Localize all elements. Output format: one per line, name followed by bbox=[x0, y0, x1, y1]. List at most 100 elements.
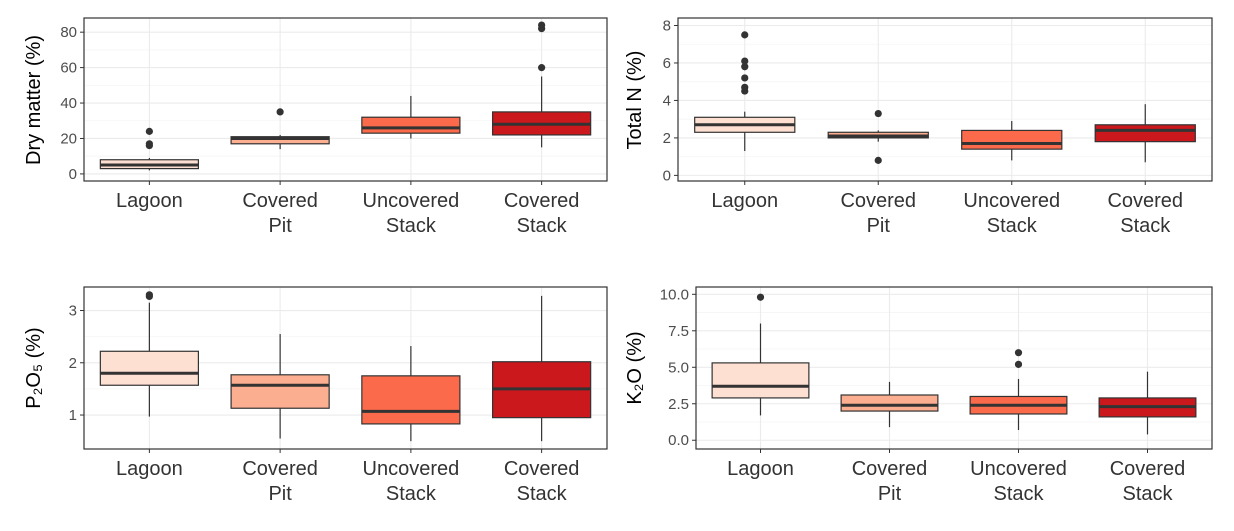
p2o5-category-line: Stack bbox=[517, 483, 568, 505]
k2o-category-label: Lagoon bbox=[727, 458, 794, 480]
p2o5-category-label: Covered Stack bbox=[504, 458, 580, 505]
k2o-category-line: Stack bbox=[993, 483, 1044, 505]
dry-matter-y-axis-title: Dry matter (%) bbox=[23, 35, 45, 165]
dry-matter-category-line: Uncovered bbox=[363, 190, 460, 212]
total-n-category-line: Uncovered bbox=[963, 190, 1060, 212]
total-n-category-label: Uncovered Stack bbox=[963, 190, 1060, 237]
total-n-category-line: Covered bbox=[1107, 190, 1183, 212]
total-n-category-line: Lagoon bbox=[711, 190, 778, 212]
dry-matter-ytick-label: 0 bbox=[69, 166, 77, 183]
k2o-outlier-point bbox=[1014, 349, 1023, 357]
total-n-outlier-point bbox=[741, 57, 749, 65]
p2o5-category-line: Uncovered bbox=[363, 458, 460, 480]
dry-matter-category-line: Lagoon bbox=[116, 190, 183, 212]
dry-matter-panel-border bbox=[83, 17, 608, 182]
dry-matter-box-2 bbox=[230, 108, 330, 150]
p2o5-category-line: Stack bbox=[386, 483, 437, 505]
p2o5-box-2 bbox=[230, 334, 330, 439]
total-n-outlier-point bbox=[874, 156, 882, 164]
total-n-ytick-label: 0 bbox=[663, 167, 671, 184]
total-n-category-line: Stack bbox=[987, 215, 1038, 237]
dry-matter-box-body bbox=[230, 136, 330, 145]
p2o5-category-line: Covered bbox=[242, 458, 318, 480]
p2o5-category-line: Lagoon bbox=[116, 458, 183, 480]
total-n-category-label: Covered Stack bbox=[1107, 190, 1183, 237]
p2o5-category-label: Covered Pit bbox=[242, 458, 318, 505]
total-n-ytick-label: 4 bbox=[663, 92, 671, 109]
k2o-category-line: Uncovered bbox=[970, 458, 1067, 480]
dry-matter-ytick-label: 60 bbox=[60, 60, 77, 77]
total-n-category-line: Stack bbox=[1120, 215, 1171, 237]
k2o-ytick-label: 0.0 bbox=[668, 432, 689, 449]
k2o-y-axis-title: K₂O (%) bbox=[624, 331, 646, 404]
total-n-box-1 bbox=[694, 31, 796, 152]
k2o-panel-border bbox=[695, 286, 1213, 450]
total-n-box-body bbox=[961, 129, 1063, 150]
p2o5-box-body bbox=[99, 350, 200, 386]
k2o-category-label: Uncovered Stack bbox=[970, 458, 1067, 505]
total-n-outlier-point bbox=[741, 63, 749, 71]
dry-matter-panel-bg bbox=[84, 18, 607, 181]
total-n-ytick-label: 8 bbox=[663, 17, 671, 34]
dry-matter-ytick-label: 40 bbox=[60, 95, 77, 112]
total-n-category-line: Covered bbox=[840, 190, 916, 212]
total-n-panel-border bbox=[677, 17, 1213, 182]
total-n-panel-bg bbox=[678, 18, 1212, 181]
k2o-category-line: Stack bbox=[1122, 483, 1173, 505]
total-n-ytick-label: 6 bbox=[663, 55, 671, 72]
k2o-outlier-point bbox=[756, 293, 765, 301]
p2o5-category-line: Covered bbox=[504, 458, 580, 480]
dry-matter-box-4 bbox=[491, 21, 592, 148]
k2o-category-label: Covered Pit bbox=[852, 458, 928, 505]
dry-matter-category-line: Stack bbox=[386, 215, 437, 237]
k2o-ytick-label: 7.5 bbox=[668, 323, 689, 340]
k2o-box-body bbox=[711, 362, 810, 399]
p2o5-box-4 bbox=[491, 295, 592, 442]
k2o-ytick-label: 2.5 bbox=[668, 396, 689, 413]
total-n-category-label: Lagoon bbox=[711, 190, 778, 212]
total-n-outlier-point bbox=[741, 31, 749, 39]
dry-matter-category-label: Covered Pit bbox=[242, 190, 318, 237]
dry-matter-outlier-point bbox=[145, 127, 153, 135]
k2o-panel: 0.0 2.5 5.0 7.5 10.0 Lagoon Covered Pit Uncovere… bbox=[624, 286, 1213, 505]
dry-matter-category-line: Stack bbox=[517, 215, 568, 237]
k2o-ytick-label: 10.0 bbox=[660, 286, 689, 303]
total-n-outlier-point bbox=[874, 109, 882, 118]
k2o-category-line: Lagoon bbox=[727, 458, 794, 480]
total-n-y-axis-title: Total N (%) bbox=[624, 51, 646, 150]
dry-matter-category-line: Covered bbox=[504, 190, 580, 212]
p2o5-y-axis-title: P₂O₅ (%) bbox=[23, 327, 45, 408]
total-n-outlier-point bbox=[741, 74, 749, 82]
p2o5-category-label: Uncovered Stack bbox=[363, 458, 460, 505]
total-n-outlier-point bbox=[741, 83, 749, 91]
p2o5-panel-border bbox=[83, 286, 608, 450]
dry-matter-box-1 bbox=[99, 127, 200, 171]
total-n-box-3 bbox=[961, 121, 1063, 161]
k2o-box-4 bbox=[1098, 371, 1197, 435]
total-n-box-4 bbox=[1094, 104, 1196, 163]
dry-matter-category-line: Pit bbox=[268, 215, 292, 237]
total-n-box-2 bbox=[827, 109, 929, 164]
p2o5-category-label: Lagoon bbox=[116, 458, 183, 480]
dry-matter-outlier-point bbox=[538, 64, 546, 72]
dry-matter-outlier-point bbox=[276, 108, 284, 116]
k2o-ytick-label: 5.0 bbox=[668, 359, 689, 376]
p2o5-category-line: Pit bbox=[268, 483, 292, 505]
total-n-ytick-label: 2 bbox=[663, 130, 671, 147]
k2o-outlier-point bbox=[1014, 360, 1023, 368]
dry-matter-ytick-label: 80 bbox=[60, 24, 77, 41]
dry-matter-category-label: Lagoon bbox=[116, 190, 183, 212]
k2o-category-line: Covered bbox=[1110, 458, 1186, 480]
dry-matter-category-label: Covered Stack bbox=[504, 190, 580, 237]
p2o5-box-1 bbox=[99, 291, 200, 417]
p2o5-box-3 bbox=[361, 346, 461, 442]
total-n-box-body bbox=[1094, 124, 1196, 143]
k2o-box-3 bbox=[969, 349, 1068, 431]
k2o-box-body bbox=[840, 394, 939, 412]
p2o5-box-body bbox=[230, 374, 330, 409]
k2o-category-label: Covered Stack bbox=[1110, 458, 1186, 505]
